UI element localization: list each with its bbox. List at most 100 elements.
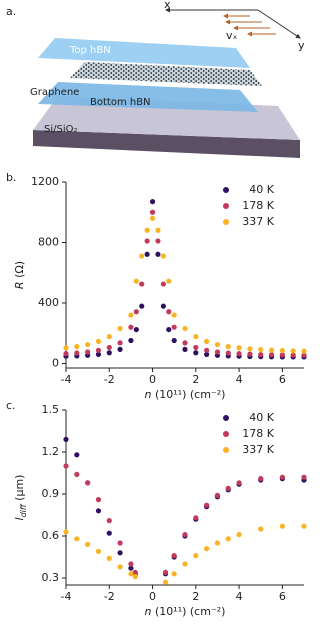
y-tick-label: 0 [52,356,59,369]
x-label-unit: (10¹¹) (cm⁻²) [152,605,226,618]
data-point [106,518,112,524]
data-point [258,476,264,482]
data-point [95,351,102,357]
x-tick-label: 0 [149,373,156,386]
y-tick-label: 1.5 [42,403,60,416]
diagram-label: y [298,39,305,52]
y-tick-label: 0.3 [42,571,60,584]
data-point [214,492,221,498]
x-label-symbol: n [145,605,152,618]
diagram-label: Graphene [30,87,79,98]
x-tick-label: 6 [279,373,286,386]
data-point [301,348,307,354]
graphene [70,62,262,86]
data-point [132,569,138,576]
data-point [160,303,166,309]
data-point [182,561,188,567]
data-point [155,238,161,244]
data-point [95,508,102,514]
data-point [117,540,123,546]
x-tick-label: -2 [104,373,115,386]
substrate-side [33,130,300,158]
data-point [63,436,69,442]
data-point [236,345,242,351]
data-point [117,340,123,346]
data-point [193,333,199,340]
legend-label: 178 K [242,199,274,212]
x-tick-label: 2 [192,590,199,603]
y-tick-label: 800 [38,235,59,248]
panel-label: c. [6,399,16,412]
data-point [301,352,307,358]
data-point [225,343,231,350]
data-point [155,227,161,233]
data-point [128,324,134,330]
data-point [171,324,177,330]
data-point [171,553,177,559]
y-label-unit: (μm) [13,475,26,505]
data-point [225,485,231,491]
legend-marker [223,203,229,209]
data-point [139,303,145,309]
data-point [214,349,221,355]
data-point [182,346,188,352]
data-point [74,452,80,458]
bottom-hbn [38,82,258,112]
data-point [133,309,139,315]
data-point [106,350,112,356]
data-point [182,532,188,538]
data-point [139,253,145,259]
data-point [149,209,156,215]
data-point [132,574,138,580]
data-point [182,340,188,346]
data-point [117,346,123,352]
legend-label: 337 K [242,443,274,456]
y-axis-label: ldiff (μm) [13,475,28,521]
data-point [268,352,275,358]
data-point [204,351,210,357]
y-label-symbol: R [13,281,26,289]
data-point [85,480,91,486]
y-tick-label: 0.9 [42,487,60,500]
diagram-label: Bottom hBN [90,97,151,108]
x-axis-label: n (10¹¹) (cm⁻²) [145,605,226,618]
data-point [128,312,134,318]
data-point [85,541,91,548]
diagram-label: Top hBN [69,45,111,56]
data-point [290,348,296,354]
data-point [63,529,69,535]
data-point [95,347,102,353]
data-point [225,350,231,356]
data-point [236,532,242,538]
data-point [149,215,156,221]
data-point [149,199,156,205]
x-axis-label: n (10¹¹) (cm⁻²) [145,388,226,401]
data-point [204,338,210,344]
data-point [236,480,242,486]
data-point [106,344,112,351]
x-tick-label: -4 [61,590,72,603]
data-point [225,536,231,542]
data-point [128,565,134,571]
data-point [144,227,150,233]
data-point [128,561,134,567]
x-tick-label: 6 [279,590,286,603]
data-point [63,463,69,469]
data-point [290,352,296,358]
legend-marker [223,219,229,225]
data-point [133,326,139,333]
data-point [193,553,199,559]
data-point [182,325,188,332]
data-point [106,555,112,562]
top-hbn [38,38,250,68]
legend-marker [223,447,229,453]
data-point [247,346,253,352]
y-tick-label: 1.2 [42,445,60,458]
data-point [258,526,264,532]
data-point [117,550,123,556]
data-point [279,352,285,358]
legend-marker [223,415,229,421]
data-point [204,546,210,552]
data-point [247,351,253,357]
